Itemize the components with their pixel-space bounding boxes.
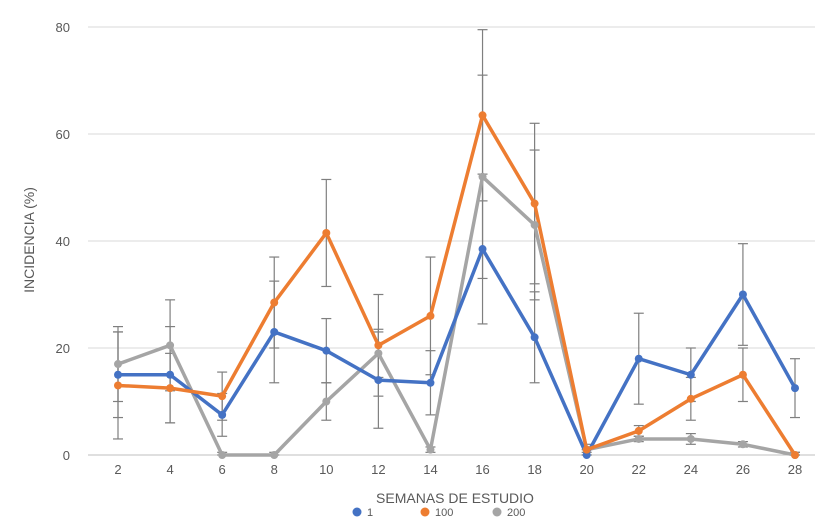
data-point	[426, 445, 435, 454]
data-point	[374, 349, 383, 358]
legend-label: 200	[507, 507, 525, 519]
data-point	[791, 451, 799, 459]
data-point	[738, 440, 747, 449]
data-point	[322, 228, 331, 237]
x-tick-label: 2	[114, 462, 121, 477]
x-tick-label: 12	[371, 462, 385, 477]
data-point	[582, 445, 591, 454]
data-point	[738, 290, 747, 299]
x-tick-label: 18	[527, 462, 541, 477]
data-point	[478, 111, 487, 120]
x-tick-label: 26	[736, 462, 750, 477]
x-tick-label: 28	[788, 462, 802, 477]
data-point	[166, 370, 175, 379]
data-point	[322, 346, 331, 355]
data-point	[270, 298, 279, 307]
data-point	[738, 370, 747, 379]
x-tick-label: 6	[219, 462, 226, 477]
y-tick-label: 40	[56, 234, 70, 249]
data-point	[270, 451, 279, 459]
series-markers	[114, 111, 799, 459]
legend-label: 100	[435, 507, 453, 519]
data-point	[530, 220, 539, 229]
legend-label: 1	[367, 507, 373, 519]
data-point	[530, 199, 539, 208]
y-axis-title: INCIDENCIA (%)	[21, 187, 37, 293]
data-point	[478, 245, 487, 254]
data-point	[686, 394, 695, 403]
data-point	[166, 384, 175, 393]
data-point	[374, 376, 383, 385]
data-point	[166, 341, 175, 350]
legend-marker	[420, 507, 430, 517]
x-axis-title: SEMANAS DE ESTUDIO	[376, 490, 534, 506]
data-point	[686, 434, 695, 443]
data-point	[114, 381, 122, 390]
x-tick-label: 10	[319, 462, 333, 477]
data-point	[114, 360, 122, 369]
y-tick-label: 20	[56, 341, 70, 356]
x-tick-label: 16	[475, 462, 489, 477]
x-tick-label: 4	[166, 462, 173, 477]
x-tick-label: 22	[632, 462, 646, 477]
series-line	[116, 247, 797, 457]
data-point	[478, 172, 487, 181]
y-tick-label: 60	[56, 127, 70, 142]
data-point	[322, 397, 331, 406]
legend-marker	[492, 507, 502, 517]
data-point	[218, 410, 227, 419]
error-bars	[113, 29, 800, 456]
legend-marker	[352, 507, 362, 517]
data-point	[426, 311, 435, 320]
y-tick-label: 80	[56, 20, 70, 35]
x-tick-label: 20	[579, 462, 593, 477]
data-point	[218, 392, 227, 401]
data-point	[634, 434, 643, 443]
x-tick-label: 14	[423, 462, 437, 477]
data-point	[634, 426, 643, 435]
data-point	[791, 384, 799, 393]
y-tick-label: 0	[63, 448, 70, 463]
legend: 1 100 200	[352, 507, 525, 519]
data-point	[218, 451, 227, 459]
data-point	[270, 327, 279, 336]
data-point	[634, 354, 643, 363]
data-point	[686, 370, 695, 379]
data-point	[530, 333, 539, 342]
data-point	[374, 341, 383, 350]
series-lines	[116, 113, 797, 457]
series-line	[116, 113, 797, 457]
gridlines	[88, 26, 815, 349]
x-tick-label: 24	[684, 462, 698, 477]
data-point	[426, 378, 435, 387]
data-point	[114, 370, 122, 379]
x-tick-label: 8	[271, 462, 278, 477]
